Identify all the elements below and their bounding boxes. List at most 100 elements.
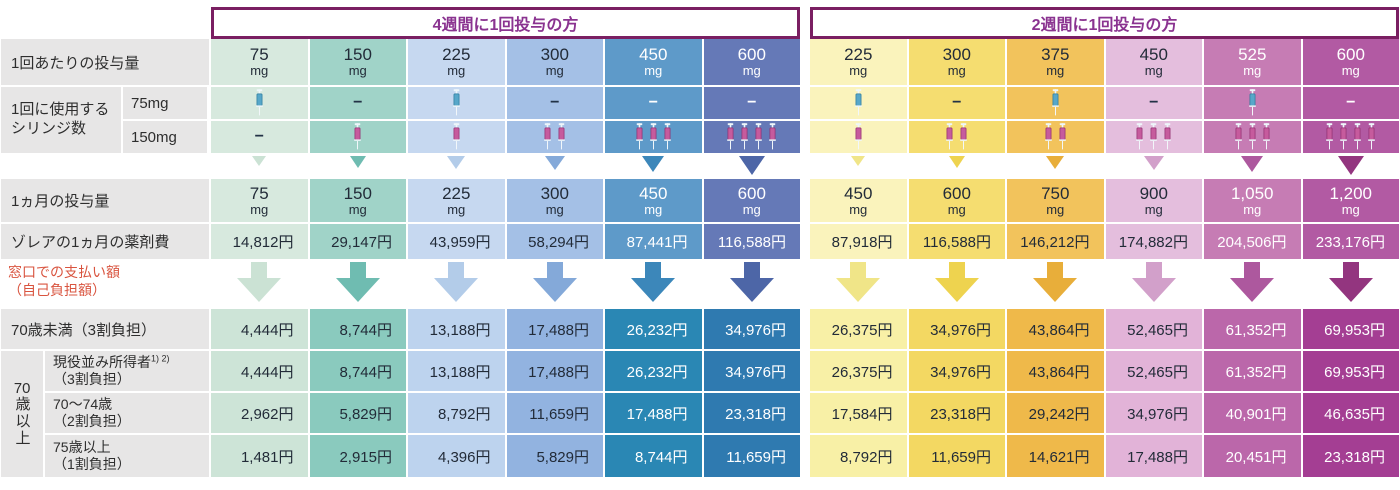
- footnote-cutoff: [0, 478, 1400, 490]
- down-triangle-icon: [738, 156, 765, 175]
- payment-cell: 5,829円: [309, 393, 406, 433]
- payment-cell: 17,488円: [506, 309, 603, 349]
- down-triangle-icon: [1241, 156, 1264, 172]
- payment-cell: 46,635円: [1302, 393, 1399, 433]
- drug-cost-cell: 58,294円: [506, 224, 603, 259]
- row-label-under70: 70歳未満（3割負担）: [1, 309, 209, 349]
- drug-cost-cell: 43,959円: [408, 224, 505, 259]
- syringe-count-cell: [1302, 121, 1399, 153]
- payment-cell: 26,375円: [810, 309, 907, 349]
- syringe-count-cell: [506, 121, 603, 153]
- drug-cost-row: ゾレアの1ヵ月の薬剤費 14,812円 29,147円 43,959円 58,2…: [0, 223, 1400, 260]
- payment-cell: 4,444円: [211, 351, 308, 391]
- syringe-sublabel-75mg: 75mg: [123, 87, 207, 119]
- payment-cell: 23,318円: [1302, 435, 1399, 477]
- down-triangle-icon: [1143, 156, 1164, 170]
- dose-header-cell: 225 mg: [810, 39, 907, 85]
- drug-cost-cell: 87,441円: [605, 224, 702, 259]
- monthly-dose-cell: 600 mg: [908, 179, 1005, 222]
- payment-cell: 26,232円: [605, 351, 702, 391]
- no-syringe-dash: −: [648, 94, 658, 111]
- syringe-blue-icon: [452, 89, 460, 116]
- no-syringe-dash: −: [1346, 94, 1356, 111]
- syringe-pink-icon: [354, 123, 362, 150]
- down-arrow-icon: [729, 262, 774, 302]
- dose-header-cell: 375 mg: [1007, 39, 1104, 85]
- payment-cell: 11,659円: [908, 435, 1005, 477]
- payment-cell: 11,659円: [506, 393, 603, 433]
- syringe-pink-icon: [558, 123, 566, 150]
- payment-cell: 40,901円: [1204, 393, 1301, 433]
- syringe-blue-icon: [255, 89, 263, 116]
- payment-cell: 8,744円: [309, 309, 406, 349]
- row-label-active-income: 現役並み所得者1) 2) （3割負担）: [45, 351, 209, 391]
- syringe-blue-icon: [1051, 89, 1059, 116]
- syringe-count-cell: [1007, 121, 1104, 153]
- syringe-pink-icon: [1234, 123, 1242, 150]
- no-syringe-dash: −: [747, 94, 757, 111]
- down-triangle-icon: [447, 156, 466, 169]
- down-arrow-icon: [836, 262, 881, 302]
- syringe-pink-icon: [960, 123, 968, 150]
- down-arrow-icon: [434, 262, 479, 302]
- payment-cell: 34,976円: [703, 351, 800, 391]
- syringe-count-cell: [810, 87, 907, 119]
- syringe-count-cell: [703, 121, 800, 153]
- syringe-rows: 1回に使用する シリンジ数 75mg 150mg − − − − − − − −: [0, 86, 1400, 154]
- monthly-dose-cell: 450 mg: [810, 179, 907, 222]
- dose-header-cell: 450 mg: [1105, 39, 1202, 85]
- monthly-dose-cell: 300 mg: [506, 179, 603, 222]
- dose-header-cell: 450 mg: [605, 39, 702, 85]
- down-arrow-icon: [631, 262, 676, 302]
- payment-cell: 43,864円: [1007, 309, 1104, 349]
- drug-cost-cell: 233,176円: [1302, 224, 1399, 259]
- syringe-pink-icon: [741, 123, 749, 150]
- down-arrow-icon: [1230, 262, 1275, 302]
- payment-cell: 13,188円: [408, 351, 505, 391]
- no-syringe-dash: −: [353, 94, 363, 111]
- group-gap: [801, 86, 809, 154]
- syringe-count-cell: [1204, 87, 1301, 119]
- down-triangle-icon: [948, 156, 965, 168]
- syringe-pink-icon: [1150, 123, 1158, 150]
- payment-cell: 26,375円: [810, 351, 907, 391]
- syringe-count-cell: −: [211, 121, 308, 153]
- drug-cost-cell: 204,506円: [1204, 224, 1301, 259]
- syringe-pink-icon: [854, 123, 862, 150]
- payment-cell: 14,621円: [1007, 435, 1104, 477]
- monthly-dose-cell: 1,200 mg: [1302, 179, 1399, 222]
- group-header-every-2-weeks: 2週間に1回投与の方: [810, 7, 1399, 39]
- payment-cell: 69,953円: [1302, 309, 1399, 349]
- syringe-pink-icon: [1136, 123, 1144, 150]
- dose-header-cell: 525 mg: [1204, 39, 1301, 85]
- syringe-count-cell: −: [605, 87, 702, 119]
- payment-cell: 26,232円: [605, 309, 702, 349]
- payment-cell: 8,744円: [309, 351, 406, 391]
- triangle-band: [0, 154, 1400, 178]
- dose-header-cell: 225 mg: [408, 39, 505, 85]
- payment-cell: 17,488円: [605, 393, 702, 433]
- syringe-pink-icon: [635, 123, 643, 150]
- down-arrow-icon: [934, 262, 979, 302]
- payment-cell: 29,242円: [1007, 393, 1104, 433]
- dose-header-cell: 300 mg: [908, 39, 1005, 85]
- drug-cost-cell: 87,918円: [810, 224, 907, 259]
- row-label-monthly-dose: 1ヵ月の投与量: [1, 179, 209, 222]
- payment-cell: 43,864円: [1007, 351, 1104, 391]
- syringe-count-cell: [408, 121, 505, 153]
- payment-cell: 23,318円: [908, 393, 1005, 433]
- monthly-dose-cell: 450 mg: [605, 179, 702, 222]
- syringe-count-cell: −: [1105, 87, 1202, 119]
- per-dose-row: 1回あたりの投与量 75 mg 150 mg 225 mg 300 mg 450 mg 6…: [0, 38, 1400, 86]
- payment-cell: 17,488円: [1105, 435, 1202, 477]
- syringe-count-cell: [211, 87, 308, 119]
- payment-cell: 52,465円: [1105, 309, 1202, 349]
- row-label-over70-vertical: 70 歳以上: [1, 351, 43, 477]
- syringe-count-cell: [309, 121, 406, 153]
- payment-arrow-band: 窓口での支払い額 （自己負担額）: [0, 260, 1400, 308]
- syringe-count-cell: [908, 121, 1005, 153]
- syringe-sublabel-150mg: 150mg: [123, 121, 207, 153]
- syringe-blue-icon: [1248, 89, 1256, 116]
- syringe-count-cell: [605, 121, 702, 153]
- group-header-band: 4週間に1回投与の方 2週間に1回投与の方: [0, 0, 1400, 39]
